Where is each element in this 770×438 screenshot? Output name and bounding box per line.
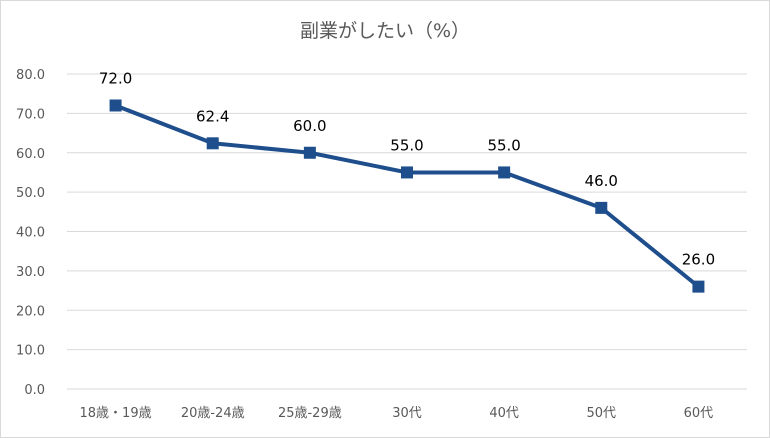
y-tick-label: 0.0 xyxy=(24,383,45,398)
y-tick-label: 20.0 xyxy=(16,304,45,319)
data-point-marker xyxy=(206,137,219,150)
data-labels: 72.0 62.4 60.0 55.0 55.0 46.0 26.0 xyxy=(99,70,715,269)
data-label: 72.0 xyxy=(99,70,132,88)
data-point-marker xyxy=(692,280,705,293)
data-label: 62.4 xyxy=(196,107,229,125)
data-label: 60.0 xyxy=(293,117,326,135)
data-point-marker xyxy=(109,99,122,112)
x-axis-ticks: 18歳・19歳 20歳-24歳 25歳-29歳 30代 40代 50代 60代 xyxy=(80,406,714,421)
y-tick-label: 50.0 xyxy=(16,186,45,201)
x-tick-label: 18歳・19歳 xyxy=(80,406,152,421)
data-label: 55.0 xyxy=(487,136,520,154)
y-tick-label: 80.0 xyxy=(16,68,45,83)
x-tick-label: 20歳-24歳 xyxy=(181,406,245,421)
x-tick-label: 40代 xyxy=(489,406,519,421)
grid-lines xyxy=(67,73,747,390)
y-tick-label: 70.0 xyxy=(16,107,45,122)
x-tick-label: 50代 xyxy=(587,406,617,421)
series xyxy=(109,99,705,293)
y-axis-ticks: 0.0 10.0 20.0 30.0 40.0 50.0 60.0 70.0 80.0 xyxy=(16,68,45,398)
x-tick-label: 60代 xyxy=(684,406,714,421)
y-tick-label: 60.0 xyxy=(16,147,45,162)
y-tick-label: 10.0 xyxy=(16,344,45,359)
series-line xyxy=(114,103,700,289)
data-label: 26.0 xyxy=(682,251,715,269)
data-point-marker xyxy=(401,166,413,179)
x-tick-label: 25歳-29歳 xyxy=(278,406,342,421)
y-tick-label: 30.0 xyxy=(16,265,45,280)
data-point-marker xyxy=(498,166,511,179)
data-label: 55.0 xyxy=(390,136,423,154)
chart-title: 副業がしたい（%） xyxy=(300,20,470,42)
x-tick-label: 30代 xyxy=(392,406,422,421)
data-label: 46.0 xyxy=(585,172,618,190)
data-point-marker xyxy=(595,201,608,214)
data-point-marker xyxy=(303,146,316,159)
y-tick-label: 40.0 xyxy=(16,226,45,241)
